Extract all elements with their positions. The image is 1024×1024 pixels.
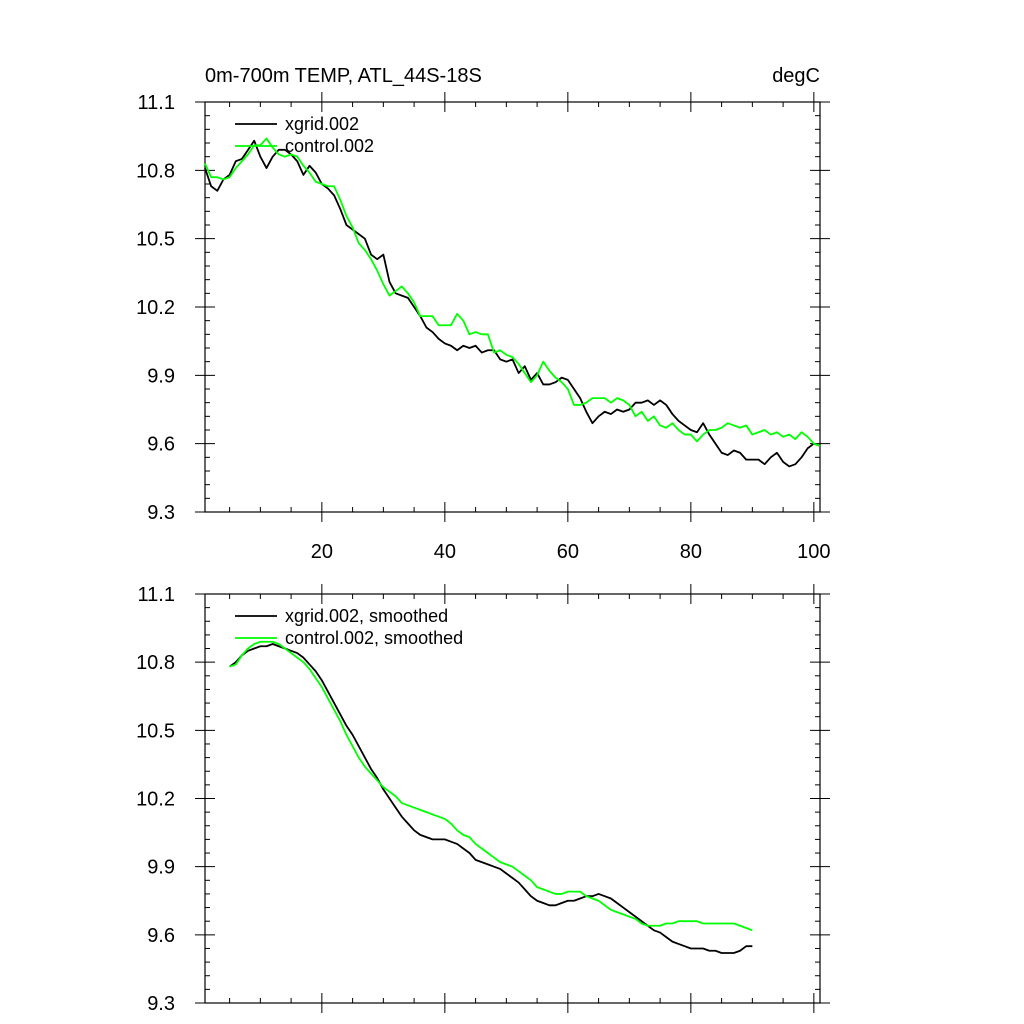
bottom-panel: 9.3 9.6 9.9 10.2 10.5 10.8 11.1 xgrid.002, smoo… xyxy=(136,584,830,1015)
y-tick-label: 10.8 xyxy=(136,160,175,182)
y-tick-label: 11.1 xyxy=(138,92,175,114)
x-tick-label: 60 xyxy=(557,541,579,563)
y-tick-label: 9.9 xyxy=(147,365,175,387)
series-line-xgrid-002 xyxy=(204,139,821,468)
series-line-control-002 xyxy=(204,137,821,447)
y-tick-label: 9.9 xyxy=(147,857,175,879)
legend-label: control.002, smoothed xyxy=(285,628,463,648)
y-tick-label: 9.3 xyxy=(147,502,175,524)
y-tick-label: 10.5 xyxy=(136,720,175,742)
chart-units: degC xyxy=(772,65,820,87)
legend-label: xgrid.002 xyxy=(285,114,359,134)
top-panel: 20 40 60 80 100 9.3 9.6 9.9 10.2 10.5 10.8 11.1 0m-7… xyxy=(136,65,830,563)
y-tick-label: 9.6 xyxy=(147,434,175,456)
y-tick-label: 10.8 xyxy=(136,652,175,674)
y-tick-label: 11.1 xyxy=(138,584,175,606)
x-tick-label: 80 xyxy=(680,541,702,563)
x-tick-label: 20 xyxy=(311,541,333,563)
x-tick-label: 40 xyxy=(434,541,456,563)
legend-label: control.002 xyxy=(285,136,374,156)
legend-label: xgrid.002, smoothed xyxy=(285,606,448,626)
y-tick-label: 10.2 xyxy=(136,789,175,811)
y-tick-label: 10.5 xyxy=(136,229,175,251)
plot-frame xyxy=(204,593,821,1004)
y-tick-label: 9.3 xyxy=(147,993,175,1015)
y-tick-label: 10.2 xyxy=(136,297,175,319)
y-tick-label: 9.6 xyxy=(147,925,175,947)
chart-title: 0m-700m TEMP, ATL_44S-18S xyxy=(205,65,482,87)
plot-frame xyxy=(204,101,821,513)
series-line-xgrid-002-smoothed xyxy=(229,643,753,954)
series-line-control-002-smoothed xyxy=(229,640,753,932)
x-tick-label: 100 xyxy=(797,541,830,563)
